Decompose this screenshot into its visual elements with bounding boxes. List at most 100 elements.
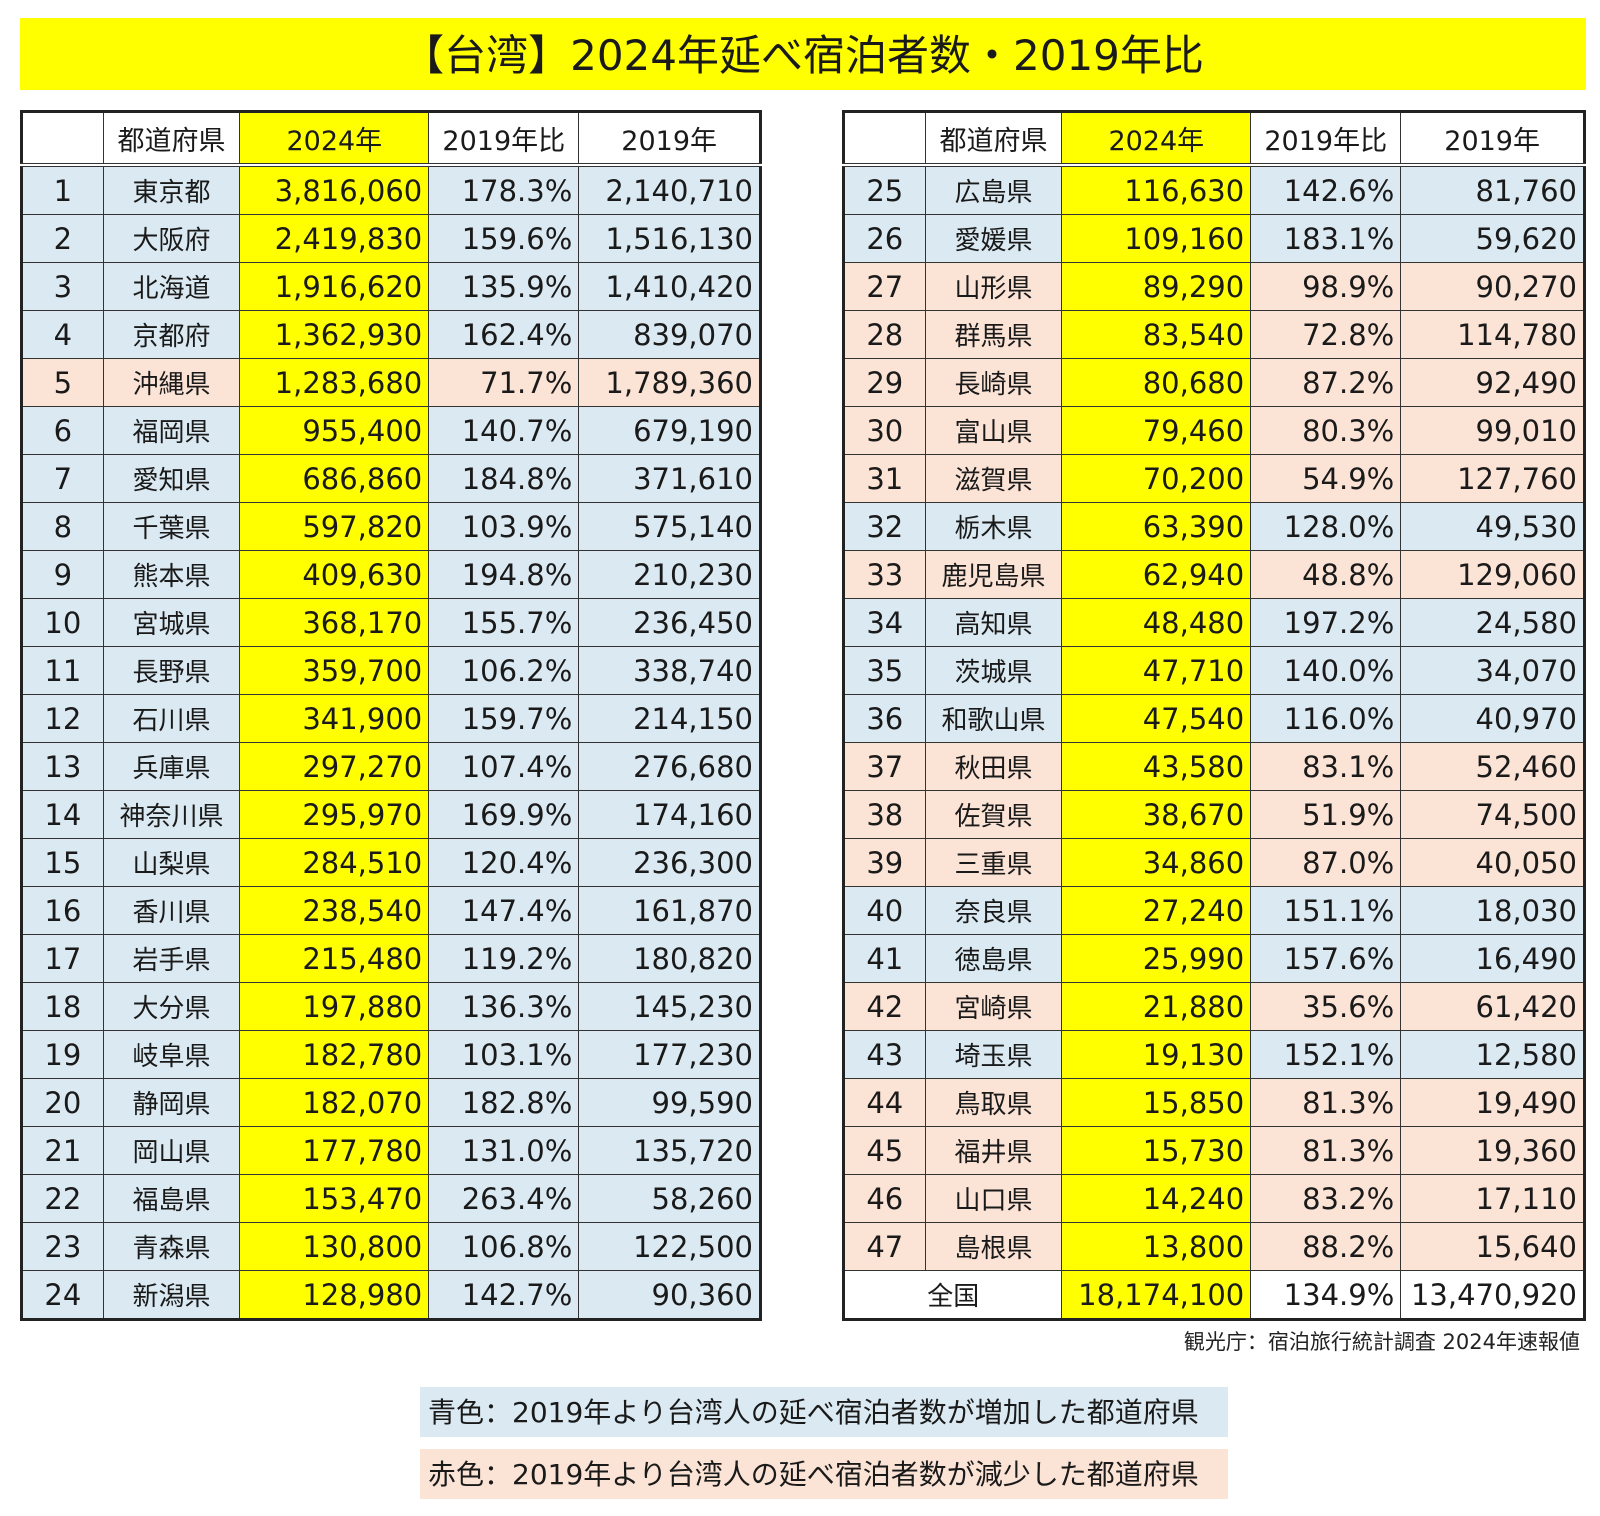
value-2024-cell: 34,860 [1061,838,1252,887]
table-row: 12 石川県 341,900 159.7% 214,150 [21,694,761,743]
rank-cell: 1 [21,164,104,215]
table-row: 29 長崎県 80,680 87.2% 92,490 [843,358,1585,407]
header-2024: 2024年 [239,111,430,166]
prefecture-cell: 長野県 [102,646,241,695]
value-2024-cell: 47,540 [1061,694,1252,743]
value-2019-cell: 122,500 [578,1222,761,1271]
rank-cell: 47 [843,1222,926,1271]
value-2019-cell: 214,150 [578,694,761,743]
prefecture-cell: 島根県 [924,1222,1063,1271]
value-2024-cell: 14,240 [1061,1174,1252,1223]
ratio-cell: 88.2% [1250,1222,1402,1271]
value-2024-cell: 80,680 [1061,358,1252,407]
value-2024-cell: 177,780 [239,1126,430,1175]
prefecture-cell: 岩手県 [102,934,241,983]
ratio-cell: 120.4% [428,838,580,887]
value-2024-cell: 89,290 [1061,262,1252,311]
table-row: 2 大阪府 2,419,830 159.6% 1,516,130 [21,214,761,263]
value-2019-cell: 18,030 [1400,886,1585,935]
value-2024-cell: 15,730 [1061,1126,1252,1175]
rank-cell: 19 [21,1030,104,1079]
value-2024-cell: 116,630 [1061,164,1252,215]
table-row: 18 大分県 197,880 136.3% 145,230 [21,982,761,1031]
rank-cell: 5 [21,358,104,407]
value-2024-cell: 295,970 [239,790,430,839]
rank-cell: 12 [21,694,104,743]
ratio-cell: 142.7% [428,1270,580,1320]
value-2019-cell: 74,500 [1400,790,1585,839]
source-note: 観光庁：宿泊旅行統計調査 2024年速報値 [1183,1330,1580,1354]
table-row: 37 秋田県 43,580 83.1% 52,460 [843,742,1585,791]
table-row: 13 兵庫県 297,270 107.4% 276,680 [21,742,761,791]
prefecture-cell: 千葉県 [102,502,241,551]
prefecture-cell: 鳥取県 [924,1078,1063,1127]
value-2019-cell: 58,260 [578,1174,761,1223]
value-2019-cell: 40,970 [1400,694,1585,743]
value-2019-cell: 114,780 [1400,310,1585,359]
table-header-row: 都道府県 2024年 2019年比 2019年 [843,111,1585,166]
value-2024-cell: 284,510 [239,838,430,887]
total-2019-cell: 13,470,920 [1400,1270,1585,1320]
table-row: 9 熊本県 409,630 194.8% 210,230 [21,550,761,599]
value-2024-cell: 79,460 [1061,406,1252,455]
table-row: 24 新潟県 128,980 142.7% 90,360 [21,1270,761,1320]
prefecture-cell: 北海道 [102,262,241,311]
prefecture-cell: 富山県 [924,406,1063,455]
value-2019-cell: 16,490 [1400,934,1585,983]
total-2024-cell: 18,174,100 [1061,1270,1252,1320]
ratio-cell: 81.3% [1250,1126,1402,1175]
table-row: 11 長野県 359,700 106.2% 338,740 [21,646,761,695]
value-2019-cell: 34,070 [1400,646,1585,695]
value-2024-cell: 153,470 [239,1174,430,1223]
table-row: 5 沖縄県 1,283,680 71.7% 1,789,360 [21,358,761,407]
value-2019-cell: 839,070 [578,310,761,359]
ranking-table-right: 都道府県 2024年 2019年比 2019年 25 広島県 116,630 142.6% 81… [842,110,1586,1321]
ratio-cell: 87.2% [1250,358,1402,407]
table-row: 45 福井県 15,730 81.3% 19,360 [843,1126,1585,1175]
value-2024-cell: 13,800 [1061,1222,1252,1271]
prefecture-cell: 岐阜県 [102,1030,241,1079]
prefecture-cell: 宮崎県 [924,982,1063,1031]
value-2019-cell: 24,580 [1400,598,1585,647]
table-row: 17 岩手県 215,480 119.2% 180,820 [21,934,761,983]
value-2019-cell: 135,720 [578,1126,761,1175]
value-2024-cell: 686,860 [239,454,430,503]
ratio-cell: 135.9% [428,262,580,311]
rank-cell: 24 [21,1270,104,1320]
rank-cell: 22 [21,1174,104,1223]
ratio-cell: 263.4% [428,1174,580,1223]
value-2024-cell: 197,880 [239,982,430,1031]
ratio-cell: 142.6% [1250,164,1402,215]
table-header-row: 都道府県 2024年 2019年比 2019年 [21,111,761,166]
table-row: 43 埼玉県 19,130 152.1% 12,580 [843,1030,1585,1079]
rank-cell: 36 [843,694,926,743]
ratio-cell: 103.9% [428,502,580,551]
table-row: 19 岐阜県 182,780 103.1% 177,230 [21,1030,761,1079]
ratio-cell: 119.2% [428,934,580,983]
value-2019-cell: 177,230 [578,1030,761,1079]
rank-cell: 46 [843,1174,926,1223]
value-2019-cell: 1,410,420 [578,262,761,311]
rank-cell: 42 [843,982,926,1031]
header-ratio: 2019年比 [428,111,580,166]
legend-increase: 青色：2019年より台湾人の延べ宿泊者数が増加した都道府県 [420,1387,1228,1437]
table-row: 27 山形県 89,290 98.9% 90,270 [843,262,1585,311]
table-row: 41 徳島県 25,990 157.6% 16,490 [843,934,1585,983]
rank-cell: 8 [21,502,104,551]
value-2019-cell: 575,140 [578,502,761,551]
rank-cell: 20 [21,1078,104,1127]
value-2019-cell: 1,516,130 [578,214,761,263]
ratio-cell: 103.1% [428,1030,580,1079]
rank-cell: 28 [843,310,926,359]
value-2019-cell: 174,160 [578,790,761,839]
prefecture-cell: 新潟県 [102,1270,241,1320]
ratio-cell: 87.0% [1250,838,1402,887]
ratio-cell: 48.8% [1250,550,1402,599]
prefecture-cell: 茨城県 [924,646,1063,695]
ratio-cell: 147.4% [428,886,580,935]
rank-cell: 11 [21,646,104,695]
prefecture-cell: 香川県 [102,886,241,935]
rank-cell: 27 [843,262,926,311]
prefecture-cell: 宮城県 [102,598,241,647]
total-ratio-cell: 134.9% [1250,1270,1402,1320]
